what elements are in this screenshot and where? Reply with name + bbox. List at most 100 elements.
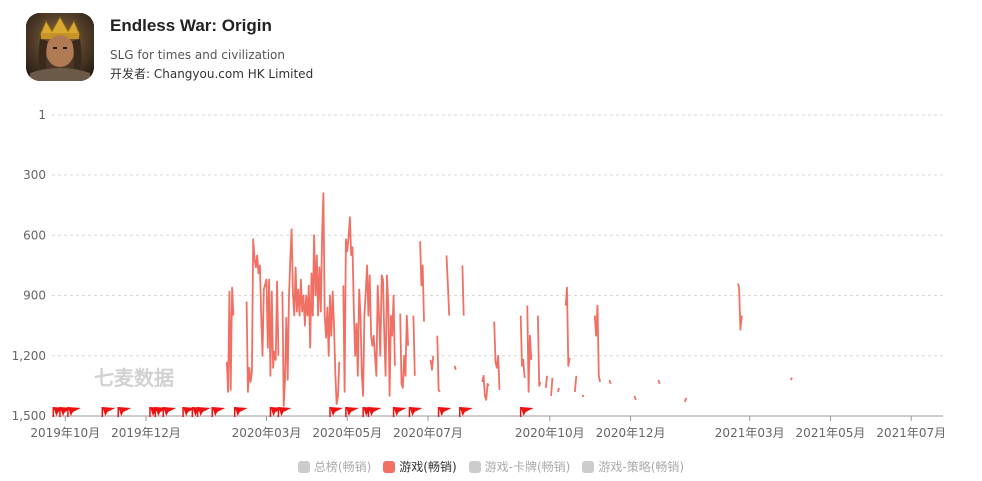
flag-icon (438, 407, 452, 416)
series-lines (225, 192, 793, 407)
series-segment (556, 387, 560, 393)
x-tick-label: 2021年05月 (796, 426, 866, 440)
series-segment (550, 377, 554, 396)
chart-grid (52, 114, 943, 417)
app-meta: Endless War: Origin SLG for times and ci… (110, 13, 710, 82)
x-tick-label: 2020年10月 (515, 426, 585, 440)
event-flag[interactable] (211, 407, 226, 417)
flag-icon (459, 407, 473, 416)
series-segment (683, 397, 688, 403)
legend-swatch (383, 461, 396, 473)
event-flag[interactable] (277, 407, 292, 417)
chart-legend: 总榜(畅销) 游戏(畅销) 游戏-卡牌(畅销) 游戏-策略(畅销) (0, 458, 982, 475)
series-segment (412, 315, 416, 376)
legend-item[interactable]: 总榜(畅销) (297, 458, 372, 475)
event-flag[interactable] (459, 407, 473, 417)
flag-icon (197, 407, 211, 416)
series-segment (564, 286, 571, 367)
series-segment (342, 216, 396, 397)
series-segment (461, 265, 465, 316)
series-segment (526, 305, 533, 393)
series-segment (245, 238, 280, 393)
event-flag[interactable] (392, 407, 407, 417)
series-segment (399, 313, 409, 389)
legend-label: 游戏-策略(畅销) (598, 460, 685, 474)
series-segment (419, 241, 425, 322)
legend-label: 游戏-卡牌(畅销) (484, 460, 571, 474)
legend-swatch (468, 461, 481, 473)
event-flags[interactable] (52, 407, 534, 417)
legend-item[interactable]: 游戏-卡牌(畅销) (468, 458, 571, 475)
event-flag[interactable] (233, 407, 248, 417)
x-tick-label: 2021年07月 (876, 426, 946, 440)
series-segment (225, 286, 235, 393)
series-segment (445, 255, 451, 316)
legend-item[interactable]: 游戏(畅销) (383, 458, 457, 475)
event-flag[interactable] (345, 407, 359, 417)
series-segment (544, 375, 548, 388)
event-flag[interactable] (67, 407, 81, 417)
event-flag[interactable] (117, 407, 132, 417)
series-segment (789, 377, 793, 381)
event-flag[interactable] (437, 407, 452, 417)
series-segment (429, 355, 435, 371)
x-tick-label: 2020年03月 (232, 426, 302, 440)
flag-icon (234, 407, 248, 416)
flag-icon (520, 407, 534, 416)
y-tick-label: 900 (23, 289, 46, 303)
event-flag[interactable] (101, 407, 116, 417)
y-tick-label: 1,200 (12, 349, 46, 363)
legend-label: 总榜(畅销) (313, 460, 372, 474)
x-tick-label: 2020年05月 (312, 426, 382, 440)
series-segment (593, 304, 601, 383)
watermark: 七麦数据 (94, 366, 174, 390)
series-segment (633, 395, 637, 401)
event-flag[interactable] (408, 407, 423, 417)
series-segment (481, 374, 490, 401)
y-tick-label: 300 (23, 168, 46, 182)
flag-icon (102, 407, 116, 416)
x-tick-label: 2020年12月 (596, 426, 666, 440)
flag-icon (163, 407, 177, 416)
x-tick-label: 2019年10月 (30, 426, 100, 440)
series-segment (574, 375, 578, 392)
series-segment (657, 379, 661, 385)
series-segment (608, 379, 612, 385)
legend-swatch (582, 461, 595, 473)
legend-item[interactable]: 游戏-策略(畅销) (582, 458, 684, 475)
legend-label: 游戏(畅销) (399, 460, 457, 474)
flag-icon (345, 407, 359, 416)
series-segment (537, 315, 542, 387)
flag-icon (393, 407, 407, 416)
x-axis: 2019年10月 2019年12月 2020年03月 2020年05月 2020年07月… (30, 416, 946, 440)
event-flag[interactable] (329, 407, 344, 417)
king-portrait-icon (26, 13, 94, 81)
series-segment (281, 192, 341, 407)
flag-icon (368, 407, 382, 416)
flag-icon (278, 407, 292, 416)
series-segment (453, 365, 457, 371)
developer-label: 开发者: Changyou.com HK Limited (110, 67, 314, 81)
x-tick-label: 2019年12月 (111, 426, 181, 440)
flag-icon (67, 407, 81, 416)
legend-swatch (297, 461, 310, 473)
flag-icon (409, 407, 423, 416)
y-tick-label: 600 (23, 228, 46, 242)
event-flag[interactable] (367, 407, 382, 417)
event-flag[interactable] (162, 407, 177, 417)
flag-icon (118, 407, 132, 416)
rank-trend-chart[interactable]: 1 300 600 900 1,200 1,500 2019年10月 2019年12月 202… (0, 0, 982, 455)
series-segment (493, 321, 501, 390)
event-flag[interactable] (519, 407, 534, 417)
y-axis: 1 300 600 900 1,200 1,500 (12, 108, 46, 423)
x-tick-label: 2020年07月 (393, 426, 463, 440)
flag-icon (212, 407, 226, 416)
series-segment (436, 335, 441, 393)
y-tick-label: 1 (38, 108, 46, 122)
app-subtitle: SLG for times and civilization (110, 48, 285, 62)
series-segment (519, 315, 526, 378)
app-icon[interactable] (26, 13, 94, 81)
x-tick-label: 2021年03月 (715, 426, 785, 440)
flag-icon (330, 407, 344, 416)
event-flag[interactable] (196, 407, 211, 417)
